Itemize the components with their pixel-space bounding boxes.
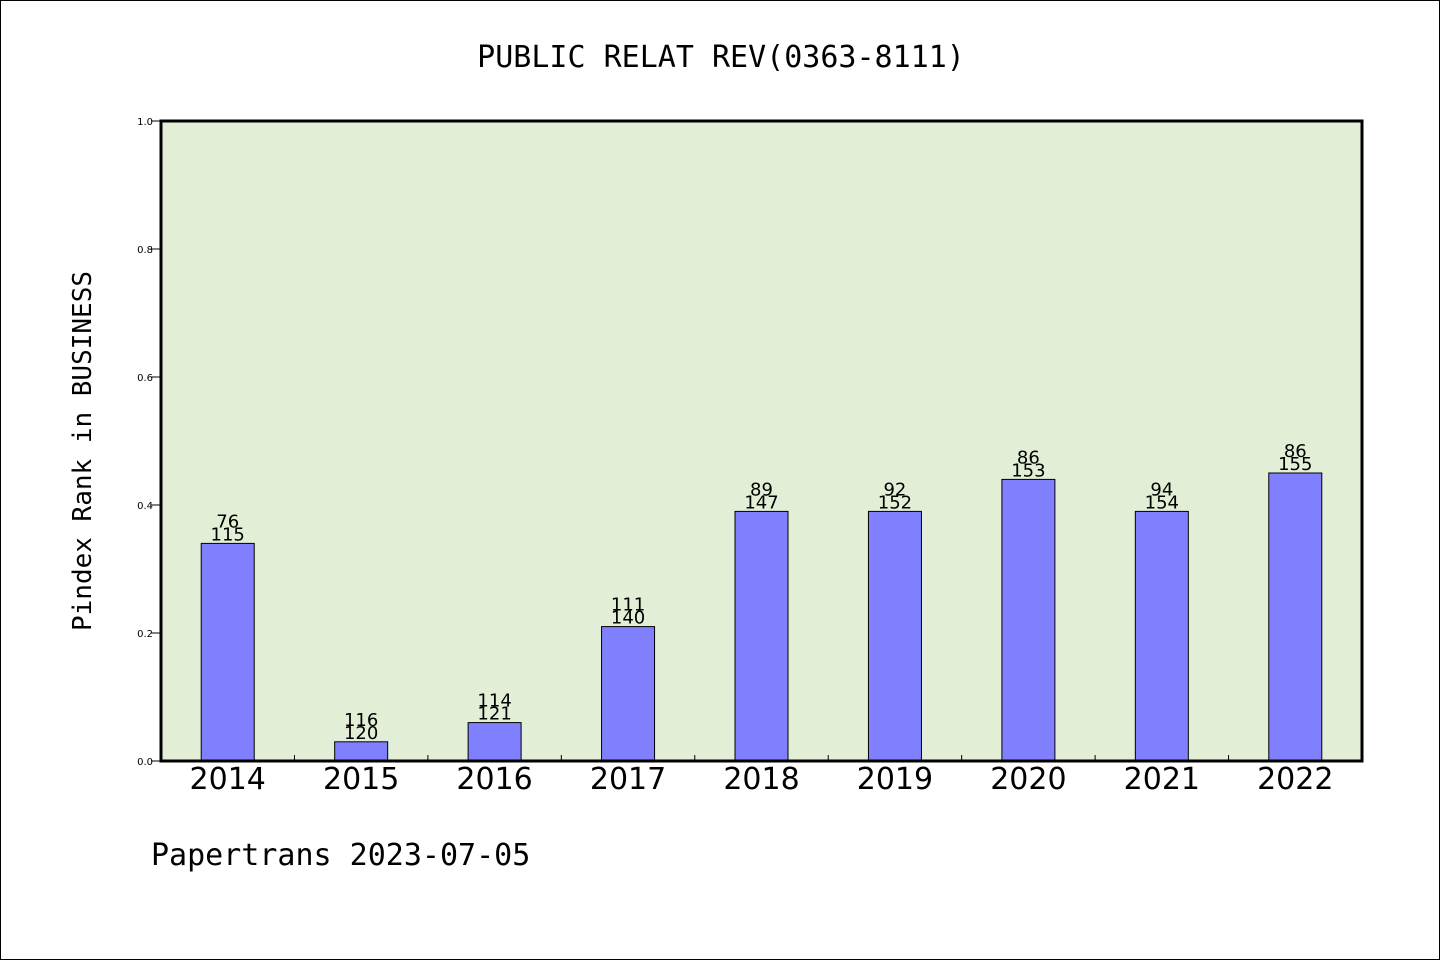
y-tick-label: 0.4 — [137, 501, 153, 512]
bar-2020 — [1001, 478, 1056, 762]
bar-2019 — [867, 510, 922, 762]
bar-total-label: 155 — [1278, 454, 1312, 475]
bar-total-label: 153 — [1011, 460, 1045, 481]
bar-2018 — [734, 510, 789, 762]
bar-rank-label: 89 — [750, 479, 773, 500]
bar-2022 — [1268, 472, 1323, 762]
bar-total-label: 152 — [878, 492, 912, 513]
y-tick-label: 1.0 — [137, 117, 153, 128]
y-tick-label: 0.6 — [137, 373, 153, 384]
x-tick-label: 2015 — [323, 762, 399, 797]
bar-2015 — [334, 741, 389, 762]
x-tick-label: 2021 — [1124, 762, 1200, 797]
bar-rank-label: 92 — [883, 479, 906, 500]
x-tick-label: 2016 — [456, 762, 532, 797]
y-tick-label: 0.0 — [137, 757, 153, 768]
bar-rank-label: 76 — [216, 511, 239, 532]
x-axis: 2014 2015 2016 2017 2018 2019 2020 2021 2022 — [190, 755, 1333, 797]
x-tick-label: 2019 — [857, 762, 933, 797]
bar-total-label: 140 — [611, 608, 645, 629]
x-tick-label: 2017 — [590, 762, 666, 797]
footer-credit: Papertrans 2023-07-05 — [151, 838, 530, 873]
bar-2016 — [467, 722, 522, 762]
bar-labels: 7611511612011412111114089147921528615394… — [211, 441, 1313, 744]
x-tick-label: 2022 — [1257, 762, 1333, 797]
bar-2021 — [1134, 510, 1189, 762]
bar-rank-label: 86 — [1017, 447, 1040, 468]
bar-total-label: 120 — [344, 723, 378, 744]
bars — [200, 472, 1323, 762]
bar-rank-label: 94 — [1150, 479, 1173, 500]
x-tick-label: 2018 — [723, 762, 799, 797]
bar-rank-label: 86 — [1284, 441, 1307, 462]
bar-2017 — [601, 626, 656, 762]
bar-total-label: 121 — [477, 704, 511, 725]
bar-total-label: 115 — [211, 524, 245, 545]
plot-border — [159, 119, 1364, 763]
y-axis-label: Pindex Rank in BUSINESS — [68, 271, 98, 631]
x-tick-label: 2020 — [990, 762, 1066, 797]
y-axis: 0.0 0.2 0.4 0.6 0.8 1.0 — [137, 117, 161, 768]
chart-title: PUBLIC RELAT REV(0363-8111) — [477, 40, 965, 75]
y-tick-label: 0.8 — [137, 245, 153, 256]
bar-rank-label: 114 — [477, 691, 511, 712]
x-tick-label: 2014 — [190, 762, 266, 797]
y-tick-label: 0.2 — [137, 629, 153, 640]
bar-2014 — [200, 542, 255, 762]
bar-rank-label: 111 — [611, 595, 645, 616]
bar-total-label: 154 — [1145, 492, 1179, 513]
bar-total-label: 147 — [744, 492, 778, 513]
bar-rank-label: 116 — [344, 710, 378, 731]
